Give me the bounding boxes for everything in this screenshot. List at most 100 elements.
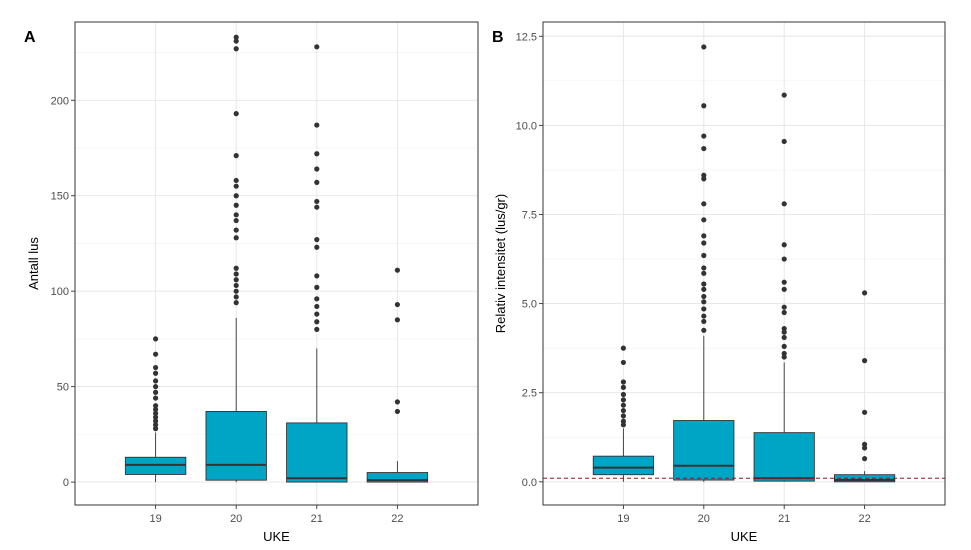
plot-border [542, 21, 946, 506]
outlier-point [701, 176, 707, 182]
outlier-point [314, 326, 320, 332]
outlier-point [701, 233, 707, 239]
outlier-point [153, 418, 159, 424]
x-tick-label: 19 [617, 513, 629, 525]
outlier-point [701, 240, 707, 246]
y-tick-label: 5.0 [522, 299, 537, 311]
outlier-point [620, 384, 627, 390]
outlier-point [701, 172, 707, 178]
x-tick-label: 19 [149, 513, 161, 525]
outlier-point [781, 325, 787, 332]
outlier-point [233, 202, 239, 208]
outlier-point [701, 133, 707, 139]
outlier-point [233, 38, 239, 44]
outlier-point [233, 265, 239, 271]
y-tick-label: 0 [63, 477, 69, 489]
outlier-point [620, 391, 627, 398]
box-iqr [286, 422, 348, 483]
outlier-point [701, 145, 707, 152]
x-tick-label: 22 [391, 513, 403, 525]
outlier-point [862, 441, 868, 448]
outlier-point [314, 303, 320, 310]
outlier-point [314, 151, 320, 157]
outlier-point [620, 413, 627, 419]
box-21 [753, 92, 815, 482]
outlier-point [314, 319, 320, 325]
outlier-point [781, 279, 787, 285]
y-tick-label: 2.5 [522, 388, 537, 400]
outlier-point [233, 111, 239, 117]
outlier-point [862, 290, 868, 296]
outlier-point [314, 273, 320, 279]
outlier-point [233, 177, 239, 184]
outlier-point [701, 201, 707, 207]
box-20 [673, 44, 735, 482]
y-axis-title: Antall lus [26, 237, 41, 290]
outlier-point [781, 309, 787, 316]
y-tick-label: 100 [51, 286, 69, 298]
outlier-point [314, 311, 320, 317]
outlier-point [701, 293, 707, 300]
outlier-point [314, 122, 320, 128]
outlier-point [314, 296, 320, 302]
outlier-point [153, 410, 159, 416]
panel-a: 0 50 100 150 200 19 20 21 22 UKE Antall lus A [24, 21, 479, 544]
outlier-point [314, 204, 320, 210]
outlier-point [233, 193, 239, 199]
outlier-point [233, 183, 239, 189]
outlier-point [781, 354, 787, 360]
outlier-point [862, 358, 868, 364]
box-iqr [592, 455, 654, 476]
panel-tag: B [492, 29, 504, 46]
outlier-point [394, 301, 400, 308]
y-tick-label: 200 [51, 95, 69, 107]
box-19 [592, 345, 654, 482]
outlier-point [701, 270, 707, 276]
outlier-point [233, 212, 239, 218]
outlier-point [862, 456, 868, 462]
outlier-point [153, 426, 159, 432]
outlier-point [701, 306, 707, 312]
outlier-point [701, 217, 707, 223]
x-axis-title: UKE [731, 529, 758, 544]
outlier-point [394, 317, 400, 323]
outlier-point [314, 284, 320, 290]
outlier-point [781, 256, 787, 262]
y-tick-label: 50 [57, 382, 69, 394]
outlier-point [314, 179, 320, 185]
outlier-point [153, 422, 159, 428]
outlier-point [153, 389, 159, 395]
plot-background [75, 22, 478, 505]
outlier-point [620, 345, 627, 351]
y-tick-label: 12.5 [516, 31, 537, 43]
outlier-point [781, 242, 787, 248]
y-tick-label: 10.0 [516, 120, 537, 132]
outlier-point [701, 318, 707, 325]
outlier-point [701, 265, 707, 271]
outlier-point [233, 277, 239, 283]
outlier-point [620, 422, 627, 428]
outlier-point [233, 153, 239, 159]
outlier-point [781, 334, 787, 341]
outlier-point [620, 359, 627, 366]
outlier-point [394, 399, 400, 405]
x-axis-title: UKE [263, 529, 290, 544]
plot-border [74, 21, 479, 506]
outlier-point [314, 44, 320, 50]
outlier-point [781, 138, 787, 145]
outlier-point [314, 166, 320, 172]
outlier-point [233, 235, 239, 241]
box-iqr [673, 420, 735, 481]
outlier-point [620, 402, 627, 408]
outlier-point [233, 300, 239, 306]
outlier-point [153, 351, 159, 357]
box-iqr [753, 432, 815, 482]
box-19 [124, 336, 187, 483]
outlier-point [153, 406, 159, 413]
outlier-point [781, 304, 787, 310]
outlier-point [233, 294, 239, 300]
outlier-point [701, 286, 707, 292]
outlier-point [620, 397, 627, 403]
outlier-point [153, 384, 159, 390]
box-21 [286, 44, 348, 483]
